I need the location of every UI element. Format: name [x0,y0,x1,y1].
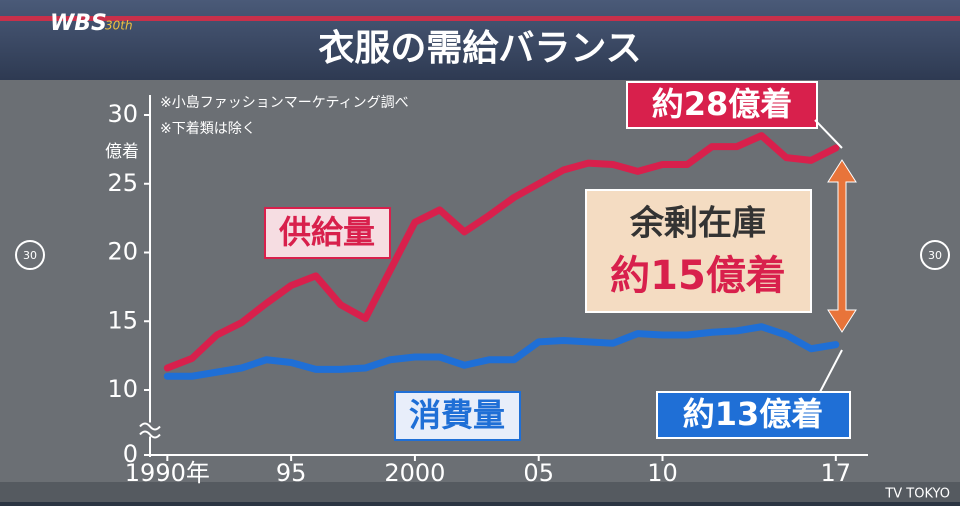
skip-forward-label[interactable]: 30 [928,249,942,262]
x-tick-label: 2000 [384,459,445,487]
annotation-pointer [819,349,843,393]
watermark: TV TOKYO [884,487,950,502]
note: ※小島ファッションマーケティング調べ [160,95,409,111]
axis-break-gap [140,422,160,437]
skip-back-button[interactable] [15,240,45,270]
y-tick-label: 25 [107,169,138,197]
annotation-box [585,189,812,313]
series-label: 消費量 [409,396,505,434]
annotation: 約28億着 [652,85,793,123]
axis-break [139,422,161,439]
skip-back-label[interactable]: 30 [23,249,37,262]
annotation-box [626,81,818,129]
series-line [163,323,840,380]
series-label-box [264,207,391,259]
y-tick-label: 10 [107,375,138,403]
logo: WBS [50,11,107,36]
y-tick-label: 0 [123,440,138,468]
note: ※下着類は除く [160,121,256,137]
x-tick-label: 1990年 [125,459,210,487]
annotation-pointer [814,119,843,149]
y-tick-label: 20 [107,238,138,266]
y-unit: 億着 [105,142,139,162]
header-stripe [0,16,960,21]
annotation: 余剰在庫 [629,204,766,244]
series-label: 供給量 [279,213,375,251]
annotation-box [656,391,851,439]
chart-title: 衣服の需給バランス [318,28,641,69]
y-tick-label: 30 [107,100,138,128]
x-tick-label: 10 [647,459,678,487]
y-tick-label: 15 [107,306,138,334]
series-line [163,132,840,372]
annotation: 約15億着 [610,253,786,299]
logo-sub: 30th [105,19,133,33]
series-label-box [394,391,521,441]
x-tick-label: 17 [821,459,852,487]
annotation: 約13億着 [683,395,824,433]
x-tick-label: 95 [276,459,307,487]
header-bg [0,0,960,80]
skip-forward-button[interactable] [920,240,950,270]
x-tick-label: 05 [523,459,554,487]
gap-arrow [827,159,857,333]
footer-bg [0,482,960,502]
